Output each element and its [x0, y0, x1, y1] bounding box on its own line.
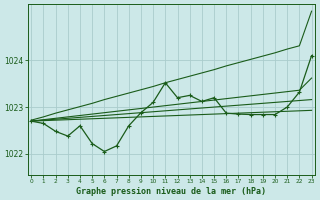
X-axis label: Graphe pression niveau de la mer (hPa): Graphe pression niveau de la mer (hPa) — [76, 187, 267, 196]
